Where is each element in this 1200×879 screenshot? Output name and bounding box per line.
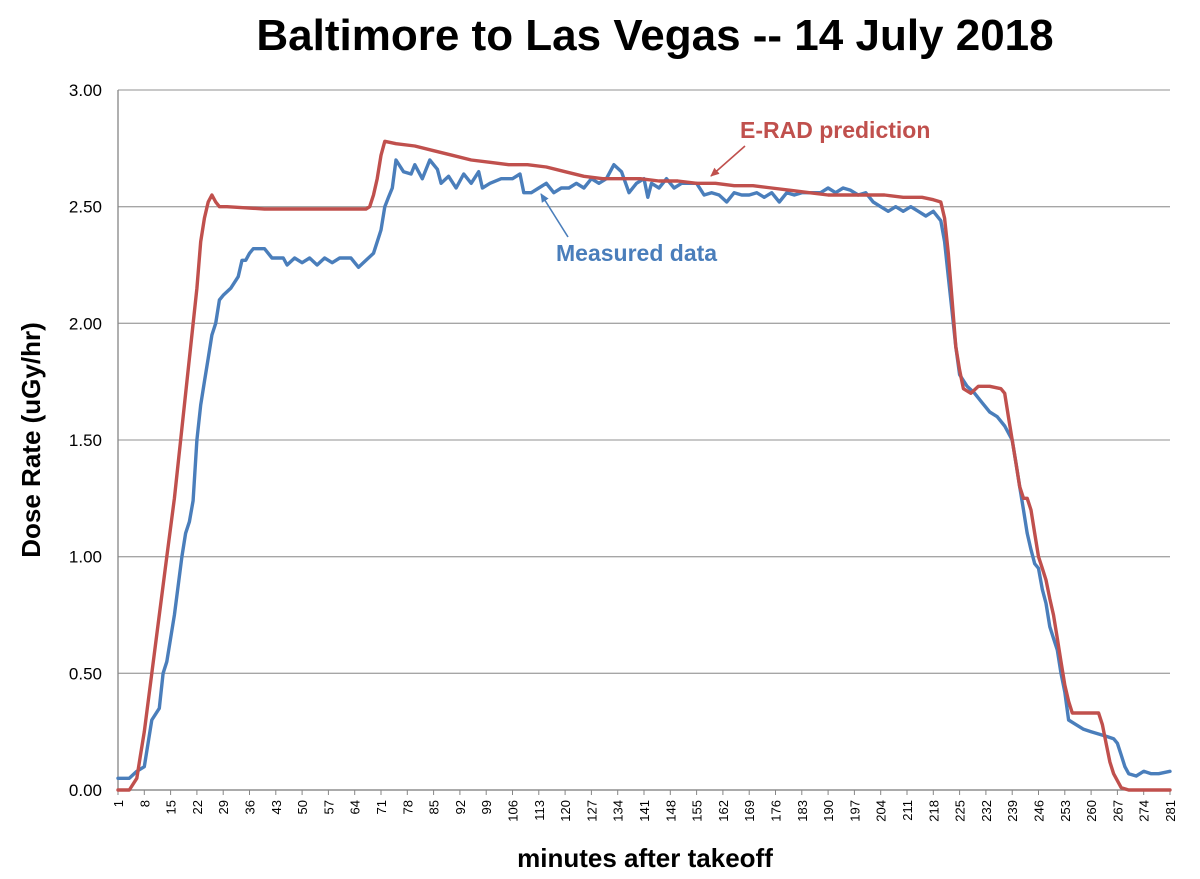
y-tick-label: 2.50 xyxy=(69,198,102,217)
x-tick-label: 155 xyxy=(690,800,705,822)
annotation-label: Measured data xyxy=(556,240,717,266)
x-tick-label: 225 xyxy=(953,800,968,822)
x-tick-label: 281 xyxy=(1163,800,1178,822)
x-tick-label: 1 xyxy=(111,800,126,807)
x-tick-label: 57 xyxy=(321,800,336,814)
x-tick-label: 239 xyxy=(1005,800,1020,822)
y-tick-label: 1.00 xyxy=(69,548,102,567)
x-tick-label: 92 xyxy=(453,800,468,814)
x-tick-label: 85 xyxy=(427,800,442,814)
x-tick-label: 22 xyxy=(190,800,205,814)
x-tick-label: 267 xyxy=(1110,800,1125,822)
series-line-measured-data xyxy=(116,158,1172,780)
x-tick-label: 148 xyxy=(663,800,678,822)
x-tick-label: 190 xyxy=(821,800,836,822)
x-tick-label: 211 xyxy=(900,800,915,821)
chart-title: Baltimore to Las Vegas -- 14 July 2018 xyxy=(256,11,1053,60)
x-tick-label: 260 xyxy=(1084,800,1099,822)
x-tick-label: 183 xyxy=(795,800,810,822)
y-tick-label: 1.50 xyxy=(69,431,102,450)
x-tick-label: 134 xyxy=(611,800,626,822)
annotations: E-RAD prediction Measured data xyxy=(540,117,930,266)
x-axis-title: minutes after takeoff xyxy=(517,843,773,873)
x-tick-label: 176 xyxy=(769,800,784,822)
annotation-arrow xyxy=(710,145,746,177)
y-tick-label: 0.00 xyxy=(69,781,102,800)
y-tick-label: 2.00 xyxy=(69,314,102,333)
x-tick-label: 127 xyxy=(584,800,599,822)
x-tick-label: 162 xyxy=(716,800,731,822)
x-tick-label: 274 xyxy=(1137,800,1152,822)
annotation-arrow xyxy=(540,193,569,238)
x-tick-label: 36 xyxy=(243,800,258,814)
y-tick-label: 3.00 xyxy=(69,81,102,100)
x-tick-label: 43 xyxy=(269,800,284,814)
y-axis-title: Dose Rate (uGy/hr) xyxy=(16,322,46,558)
x-tick-label: 253 xyxy=(1058,800,1073,822)
series-line-e-rad-prediction xyxy=(116,139,1172,792)
x-tick-label: 29 xyxy=(216,800,231,814)
x-tick-label: 218 xyxy=(926,800,941,822)
x-tick-label: 141 xyxy=(637,800,652,822)
x-tick-label: 15 xyxy=(164,800,179,814)
x-tick-label: 246 xyxy=(1032,800,1047,822)
x-tick-label: 169 xyxy=(742,800,757,822)
x-tick-label: 50 xyxy=(295,800,310,814)
y-tick-label: 0.50 xyxy=(69,664,102,683)
x-tick-label: 106 xyxy=(506,800,521,822)
x-tick-label: 8 xyxy=(137,800,152,807)
x-tick-label: 64 xyxy=(348,800,363,814)
y-axis-ticks: 0.00 0.50 1.00 1.50 2.00 2.50 3.00 xyxy=(69,81,102,800)
x-tick-label: 120 xyxy=(558,800,573,822)
annotation-label: E-RAD prediction xyxy=(740,117,930,143)
x-tick-label: 78 xyxy=(400,800,415,814)
x-tick-label: 204 xyxy=(874,800,889,822)
x-tick-label: 113 xyxy=(532,800,547,821)
x-tick-label: 99 xyxy=(479,800,494,814)
x-tick-label: 71 xyxy=(374,800,389,814)
x-axis-ticks: 1 8 15 22 29 36 43 50 57 64 71 78 85 92 99 106 113 120 127… xyxy=(111,790,1178,822)
x-tick-label: 232 xyxy=(979,800,994,822)
x-tick-label: 197 xyxy=(847,800,862,822)
series-lines xyxy=(116,139,1172,792)
